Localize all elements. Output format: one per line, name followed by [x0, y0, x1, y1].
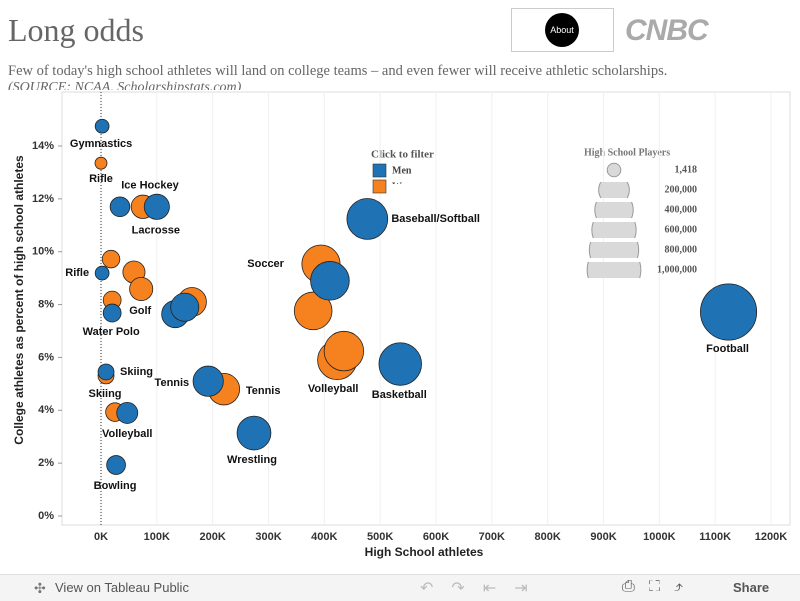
bubble[interactable] — [116, 402, 139, 424]
size-swatch — [606, 162, 622, 178]
bubble[interactable] — [109, 196, 131, 218]
toolbar: ✣ View on Tableau Public ↶↷⇤⇥ ⎙⛶⤴ Share — [0, 574, 800, 601]
x-tick-label: 200K — [200, 531, 226, 543]
bubble[interactable] — [143, 193, 170, 220]
x-tick-label: 0K — [94, 531, 108, 543]
x-tick-label: 300K — [255, 531, 281, 543]
size-legend-title: High School Players — [584, 147, 670, 158]
x-tick-label: 1100K — [699, 531, 731, 543]
x-tick-label: 900K — [590, 531, 616, 543]
size-legend-label: 1,418 — [675, 164, 698, 175]
size-swatch — [598, 182, 630, 198]
point-label: Tennis — [246, 385, 281, 397]
bubble[interactable] — [346, 198, 389, 240]
point-label: Wrestling — [227, 454, 277, 466]
logo: CNBC — [625, 14, 709, 47]
share-link[interactable]: Share — [733, 580, 770, 595]
point-label: Tennis — [155, 377, 190, 389]
y-tick-label: 14% — [32, 140, 54, 152]
y-tick-label: 0% — [38, 510, 54, 522]
point-label: Skiing — [89, 388, 122, 400]
bubble[interactable] — [94, 265, 110, 281]
about-button[interactable]: About — [545, 13, 579, 47]
tableau-icon: ✣ — [34, 580, 46, 596]
bubble[interactable] — [293, 291, 333, 331]
size-swatch — [586, 262, 642, 278]
y-tick-label: 8% — [38, 298, 54, 310]
point-label: Water Polo — [83, 326, 140, 338]
y-tick-label: 2% — [38, 457, 54, 469]
title: Long odds — [8, 12, 144, 48]
bubble[interactable] — [94, 156, 108, 170]
bubble[interactable] — [310, 261, 350, 301]
tool-icons[interactable]: ⎙⛶⤴ — [622, 578, 697, 595]
subtitle: Few of today's high school athletes will… — [8, 63, 668, 79]
point-label: Baseball/Softball — [391, 213, 480, 225]
size-legend-label: 200,000 — [665, 184, 698, 195]
y-tick-label: 12% — [32, 193, 54, 205]
bubble[interactable] — [236, 415, 272, 451]
size-swatch — [588, 242, 640, 258]
x-tick-label: 100K — [144, 531, 170, 543]
size-legend-label: 400,000 — [665, 204, 698, 215]
x-tick-label: 1000K — [643, 531, 675, 543]
y-tick-label: 10% — [32, 246, 54, 258]
point-label: Rifle — [89, 173, 113, 185]
point-label: Skiing — [120, 366, 153, 378]
point-label: Bowling — [94, 480, 137, 492]
source: (SOURCE: NCAA, Scholarshipstats.com) — [8, 80, 242, 90]
x-tick-label: 700K — [479, 531, 505, 543]
x-tick-label: 600K — [423, 531, 449, 543]
legend-swatch[interactable] — [372, 179, 387, 194]
point-label: Rifle — [65, 267, 89, 279]
chart: College athletes as percent of high scho… — [12, 91, 791, 559]
legend-label[interactable]: Women — [392, 181, 425, 192]
history-icons: ↶↷⇤⇥ — [420, 580, 546, 597]
legend-title[interactable]: Click to filter — [371, 149, 434, 161]
legend-label[interactable]: Men — [392, 165, 412, 176]
point-label: Volleyball — [102, 428, 153, 440]
size-legend-label: 1,000,000 — [657, 264, 697, 275]
bubble[interactable] — [192, 365, 224, 397]
bubble[interactable] — [170, 292, 200, 322]
bubble[interactable] — [101, 249, 121, 269]
plot-frame — [61, 91, 791, 526]
point-label: Volleyball — [308, 383, 359, 395]
bubble[interactable] — [378, 342, 422, 386]
point-label: Soccer — [247, 258, 284, 270]
x-tick-label: 400K — [311, 531, 337, 543]
view-link[interactable]: View on Tableau Public — [55, 580, 189, 595]
size-legend-label: 600,000 — [665, 224, 698, 235]
y-tick-label: 4% — [38, 404, 54, 416]
x-tick-label: 800K — [535, 531, 561, 543]
point-label: Lacrosse — [132, 225, 180, 237]
x-tick-label: 500K — [367, 531, 393, 543]
bubble[interactable] — [323, 330, 365, 372]
about-box: About — [511, 8, 614, 52]
bubble[interactable] — [129, 276, 154, 301]
bubble[interactable] — [700, 283, 758, 341]
bubble[interactable] — [106, 455, 126, 475]
size-swatch — [591, 222, 637, 238]
size-legend-label: 800,000 — [665, 244, 698, 255]
x-tick-label: 1200K — [755, 531, 787, 543]
point-label: Golf — [129, 305, 151, 317]
point-label: Basketball — [372, 389, 427, 401]
point-label: Ice Hockey — [121, 180, 179, 192]
size-swatch — [594, 202, 634, 218]
point-label: Gymnastics — [70, 138, 132, 150]
bubble[interactable] — [94, 118, 110, 134]
bubble[interactable] — [97, 363, 115, 381]
y-axis-label: College athletes as percent of high scho… — [12, 155, 26, 445]
legend-swatch[interactable] — [372, 163, 387, 178]
bubble[interactable] — [102, 303, 122, 323]
y-tick-label: 6% — [38, 351, 54, 363]
point-label: Football — [706, 343, 749, 355]
x-axis-label: High School athletes — [365, 545, 484, 559]
